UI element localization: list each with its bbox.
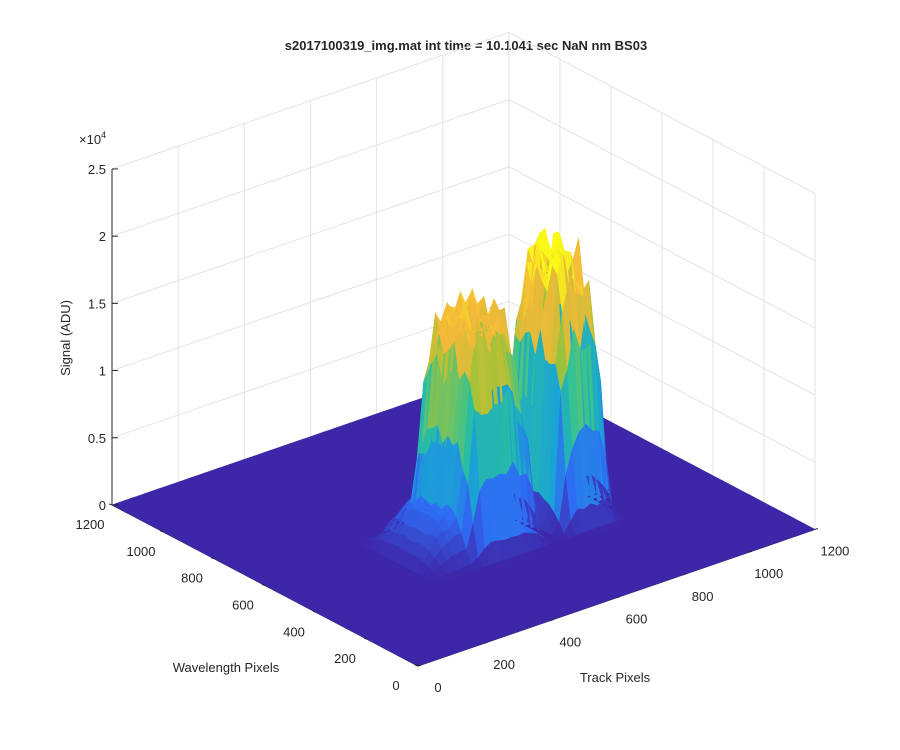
x-tick-mark (814, 527, 819, 530)
z-tick-label: 2 (99, 229, 106, 244)
x-tick-label: 600 (626, 612, 648, 627)
z-tick-label: 1 (99, 364, 106, 379)
chart-title: s2017100319_img.mat int time = 10.1041 s… (285, 38, 647, 53)
z-tick-label: 2.5 (88, 162, 106, 177)
x-axis-label: Track Pixels (580, 670, 651, 685)
x-tick-label: 200 (493, 657, 515, 672)
y-tick-mark (363, 637, 368, 640)
y-tick-label: 400 (283, 624, 305, 639)
axis-ticks: 0200400600800100012000200400600800100012… (76, 162, 850, 695)
y-tick-label: 1200 (76, 517, 105, 532)
x-tick-label: 400 (559, 634, 581, 649)
z-tick-label: 0.5 (88, 431, 106, 446)
x-tick-mark (417, 664, 422, 667)
y-tick-mark (414, 664, 419, 667)
z-axis-exponent: ×104 (79, 130, 106, 147)
y-tick-label: 600 (232, 597, 254, 612)
x-tick-mark (616, 596, 620, 599)
y-tick-label: 1000 (127, 544, 156, 559)
grid-line (111, 166, 816, 329)
y-tick-mark (210, 557, 215, 560)
z-tick-label: 0 (99, 498, 106, 513)
x-tick-label: 0 (434, 680, 441, 695)
z-tick-label: 1.5 (88, 296, 106, 311)
grid-line (111, 233, 816, 396)
x-tick-label: 800 (692, 589, 714, 604)
x-tick-mark (748, 550, 752, 553)
surface-patch (802, 526, 816, 533)
grid-line (111, 300, 816, 463)
y-tick-mark (108, 503, 113, 506)
surface-mesh (111, 227, 816, 667)
grid-line (111, 99, 816, 262)
x-tick-mark (682, 573, 686, 576)
z-axis-label: Signal (ADU) (58, 300, 73, 376)
x-tick-label: 1000 (754, 566, 783, 581)
x-tick-mark (484, 641, 488, 644)
grid-line (111, 31, 816, 194)
y-tick-label: 0 (392, 678, 399, 693)
y-tick-mark (312, 610, 317, 613)
x-tick-label: 1200 (820, 543, 849, 558)
y-tick-mark (261, 584, 266, 586)
y-tick-label: 200 (334, 651, 356, 666)
y-tick-label: 800 (181, 571, 203, 586)
y-tick-mark (159, 530, 164, 533)
y-axis-label: Wavelength Pixels (173, 660, 280, 675)
x-tick-mark (550, 619, 554, 621)
